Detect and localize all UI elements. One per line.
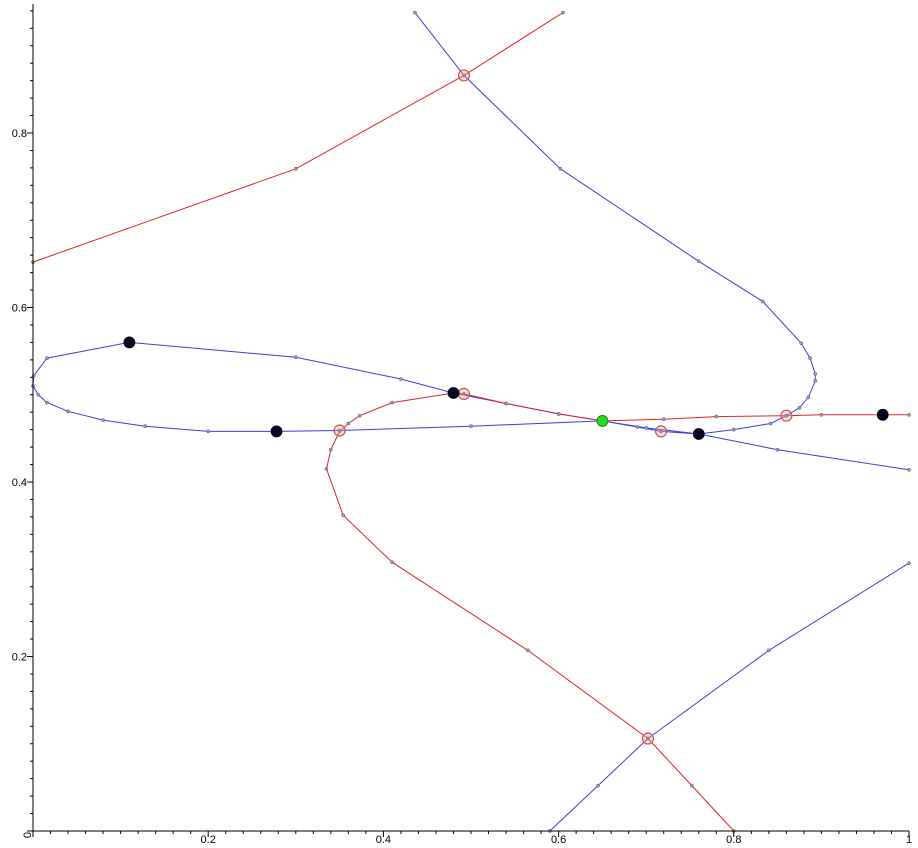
vertex-point-2-4: [390, 560, 395, 565]
vertex-point-2-17: [661, 417, 666, 422]
vertex-point-0-12: [768, 421, 773, 426]
ringed-point-center-1: [462, 392, 466, 396]
vertex-point-2-5: [341, 513, 345, 518]
series-line-blue-0: [32, 12, 910, 471]
vertex-point-0-2: [558, 166, 563, 171]
vertex-point-0-29: [45, 356, 49, 360]
black-point-1: [270, 425, 283, 438]
vertex-point-0-6: [808, 356, 812, 360]
vertex-point-2-14: [504, 401, 508, 406]
vertex-point-0-16: [635, 425, 640, 429]
vertex-point-0-21: [206, 429, 211, 434]
vertex-point-0-13: [731, 427, 736, 432]
y-tick-label-4: 0.8: [12, 128, 27, 140]
vertex-point-1-3: [561, 10, 565, 15]
vertex-point-2-20: [819, 412, 824, 417]
x-tick-label-3: 0.6: [551, 834, 566, 846]
ringed-point-center-5: [646, 736, 650, 741]
x-tick-label-0: 0: [22, 832, 34, 838]
vertex-point-3-1: [596, 783, 600, 788]
vertex-point-2-18: [714, 414, 719, 419]
black-point-0: [123, 336, 136, 349]
vertex-point-0-39: [775, 447, 780, 452]
vertex-point-2-10: [357, 413, 362, 418]
ringed-point-center-2: [338, 428, 342, 433]
ringed-point-center-0: [462, 73, 466, 78]
vertex-point-0-25: [45, 400, 49, 405]
vertex-point-3-4: [907, 561, 911, 565]
x-tick-label-1: 0.2: [201, 834, 216, 846]
series-layer: [31, 10, 911, 833]
y-tick-label-3: 0.6: [12, 303, 27, 315]
vertex-point-0-32: [399, 377, 403, 381]
vertex-point-0-4: [760, 299, 765, 304]
vertex-point-2-22: [907, 412, 911, 417]
vertex-point-0-22: [143, 424, 147, 429]
points-layer: [123, 69, 889, 745]
ringed-point-center-3: [659, 429, 663, 433]
black-point-3: [692, 428, 705, 440]
black-point-2: [447, 387, 460, 399]
vertex-point-1-1: [293, 166, 298, 171]
vertex-point-2-7: [328, 447, 333, 452]
vertex-point-2-1: [689, 783, 694, 788]
vertex-point-0-9: [806, 395, 811, 400]
vertex-point-0-37: [644, 426, 649, 430]
vertex-point-0-5: [799, 341, 804, 346]
vertex-point-2-6: [324, 467, 329, 471]
vertex-point-0-0: [413, 10, 417, 15]
y-tick-label-2: 0.4: [12, 477, 27, 489]
vertex-point-2-11: [390, 400, 395, 405]
vertex-point-3-3: [766, 648, 771, 653]
green-point-0: [596, 415, 609, 427]
vertex-point-0-10: [797, 405, 802, 410]
vertex-point-0-7: [813, 371, 818, 376]
vertex-point-0-26: [36, 392, 41, 397]
vertex-point-0-23: [101, 418, 105, 422]
vertex-point-2-15: [556, 412, 561, 416]
vertex-point-0-31: [293, 355, 298, 360]
vertex-point-0-3: [696, 259, 701, 264]
series-line-blue-3: [549, 562, 910, 832]
axes-layer: 0 0.2 0.4 0.6 0.8 1 0.2 0.4 0.6 0.8: [12, 4, 912, 846]
vertex-point-0-24: [66, 409, 70, 414]
ringed-point-center-4: [784, 414, 788, 418]
y-tick-label-1: 0.2: [12, 652, 27, 664]
vertex-point-0-8: [813, 378, 818, 383]
vertex-point-0-40: [907, 467, 911, 472]
vertex-point-2-3: [526, 648, 530, 653]
vertex-point-0-18: [469, 424, 473, 429]
series-line-red-1: [32, 12, 564, 263]
series-line-red-2: [325, 392, 909, 832]
vertex-point-2-9: [346, 421, 351, 426]
black-point-4: [876, 408, 889, 421]
x-tick-label-4: 0.8: [726, 834, 741, 846]
x-tick-label-2: 0.4: [376, 834, 391, 846]
x-tick-label-5: 1: [906, 834, 912, 846]
